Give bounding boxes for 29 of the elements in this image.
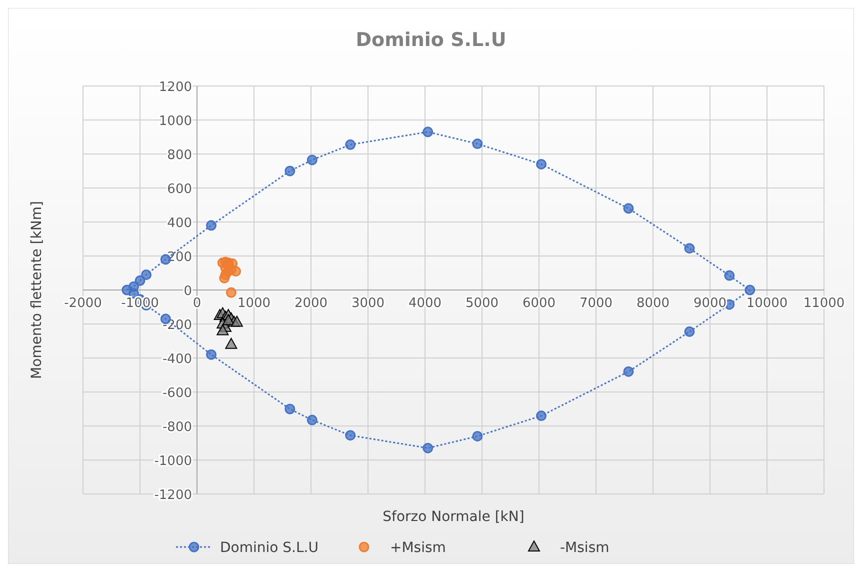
y-tick-label: 400 — [167, 216, 192, 231]
x-tick-label: 2000 — [294, 296, 328, 311]
chart-title: Dominio S.L.U — [356, 29, 506, 51]
x-tick-label: 8000 — [636, 296, 670, 311]
y-tick-label: -1000 — [154, 454, 192, 469]
y-tick-label: 1200 — [158, 80, 192, 95]
x-tick-label: 0 — [192, 296, 202, 311]
y-tick-label: 600 — [167, 182, 192, 197]
x-tick-label: 1000 — [237, 296, 271, 311]
x-axis-title: Sforzo Normale [kN] — [382, 509, 524, 525]
x-tick-label: 11000 — [803, 296, 845, 311]
y-tick-label: 1000 — [158, 114, 192, 129]
y-tick-label: -800 — [162, 420, 192, 435]
x-tick-label: 3000 — [351, 296, 385, 311]
y-tick-label: -400 — [162, 352, 192, 367]
x-tick-label: 5000 — [465, 296, 499, 311]
y-tick-label: -1200 — [154, 488, 192, 503]
y-tick-label: 0 — [184, 284, 192, 299]
legend-label: Dominio S.L.U — [220, 540, 318, 556]
y-tick-label: -600 — [162, 386, 192, 401]
y-tick-label: 800 — [167, 148, 192, 163]
legend-label: +Msism — [390, 540, 446, 556]
y-axis-title: Momento flettente [kNm] — [29, 201, 45, 379]
x-tick-label: 6000 — [522, 296, 556, 311]
x-tick-label: -2000 — [64, 296, 102, 311]
x-tick-label: 4000 — [408, 296, 442, 311]
x-tick-label: 7000 — [579, 296, 613, 311]
x-tick-label: 10000 — [746, 296, 788, 311]
legend-label: -Msism — [560, 540, 610, 556]
